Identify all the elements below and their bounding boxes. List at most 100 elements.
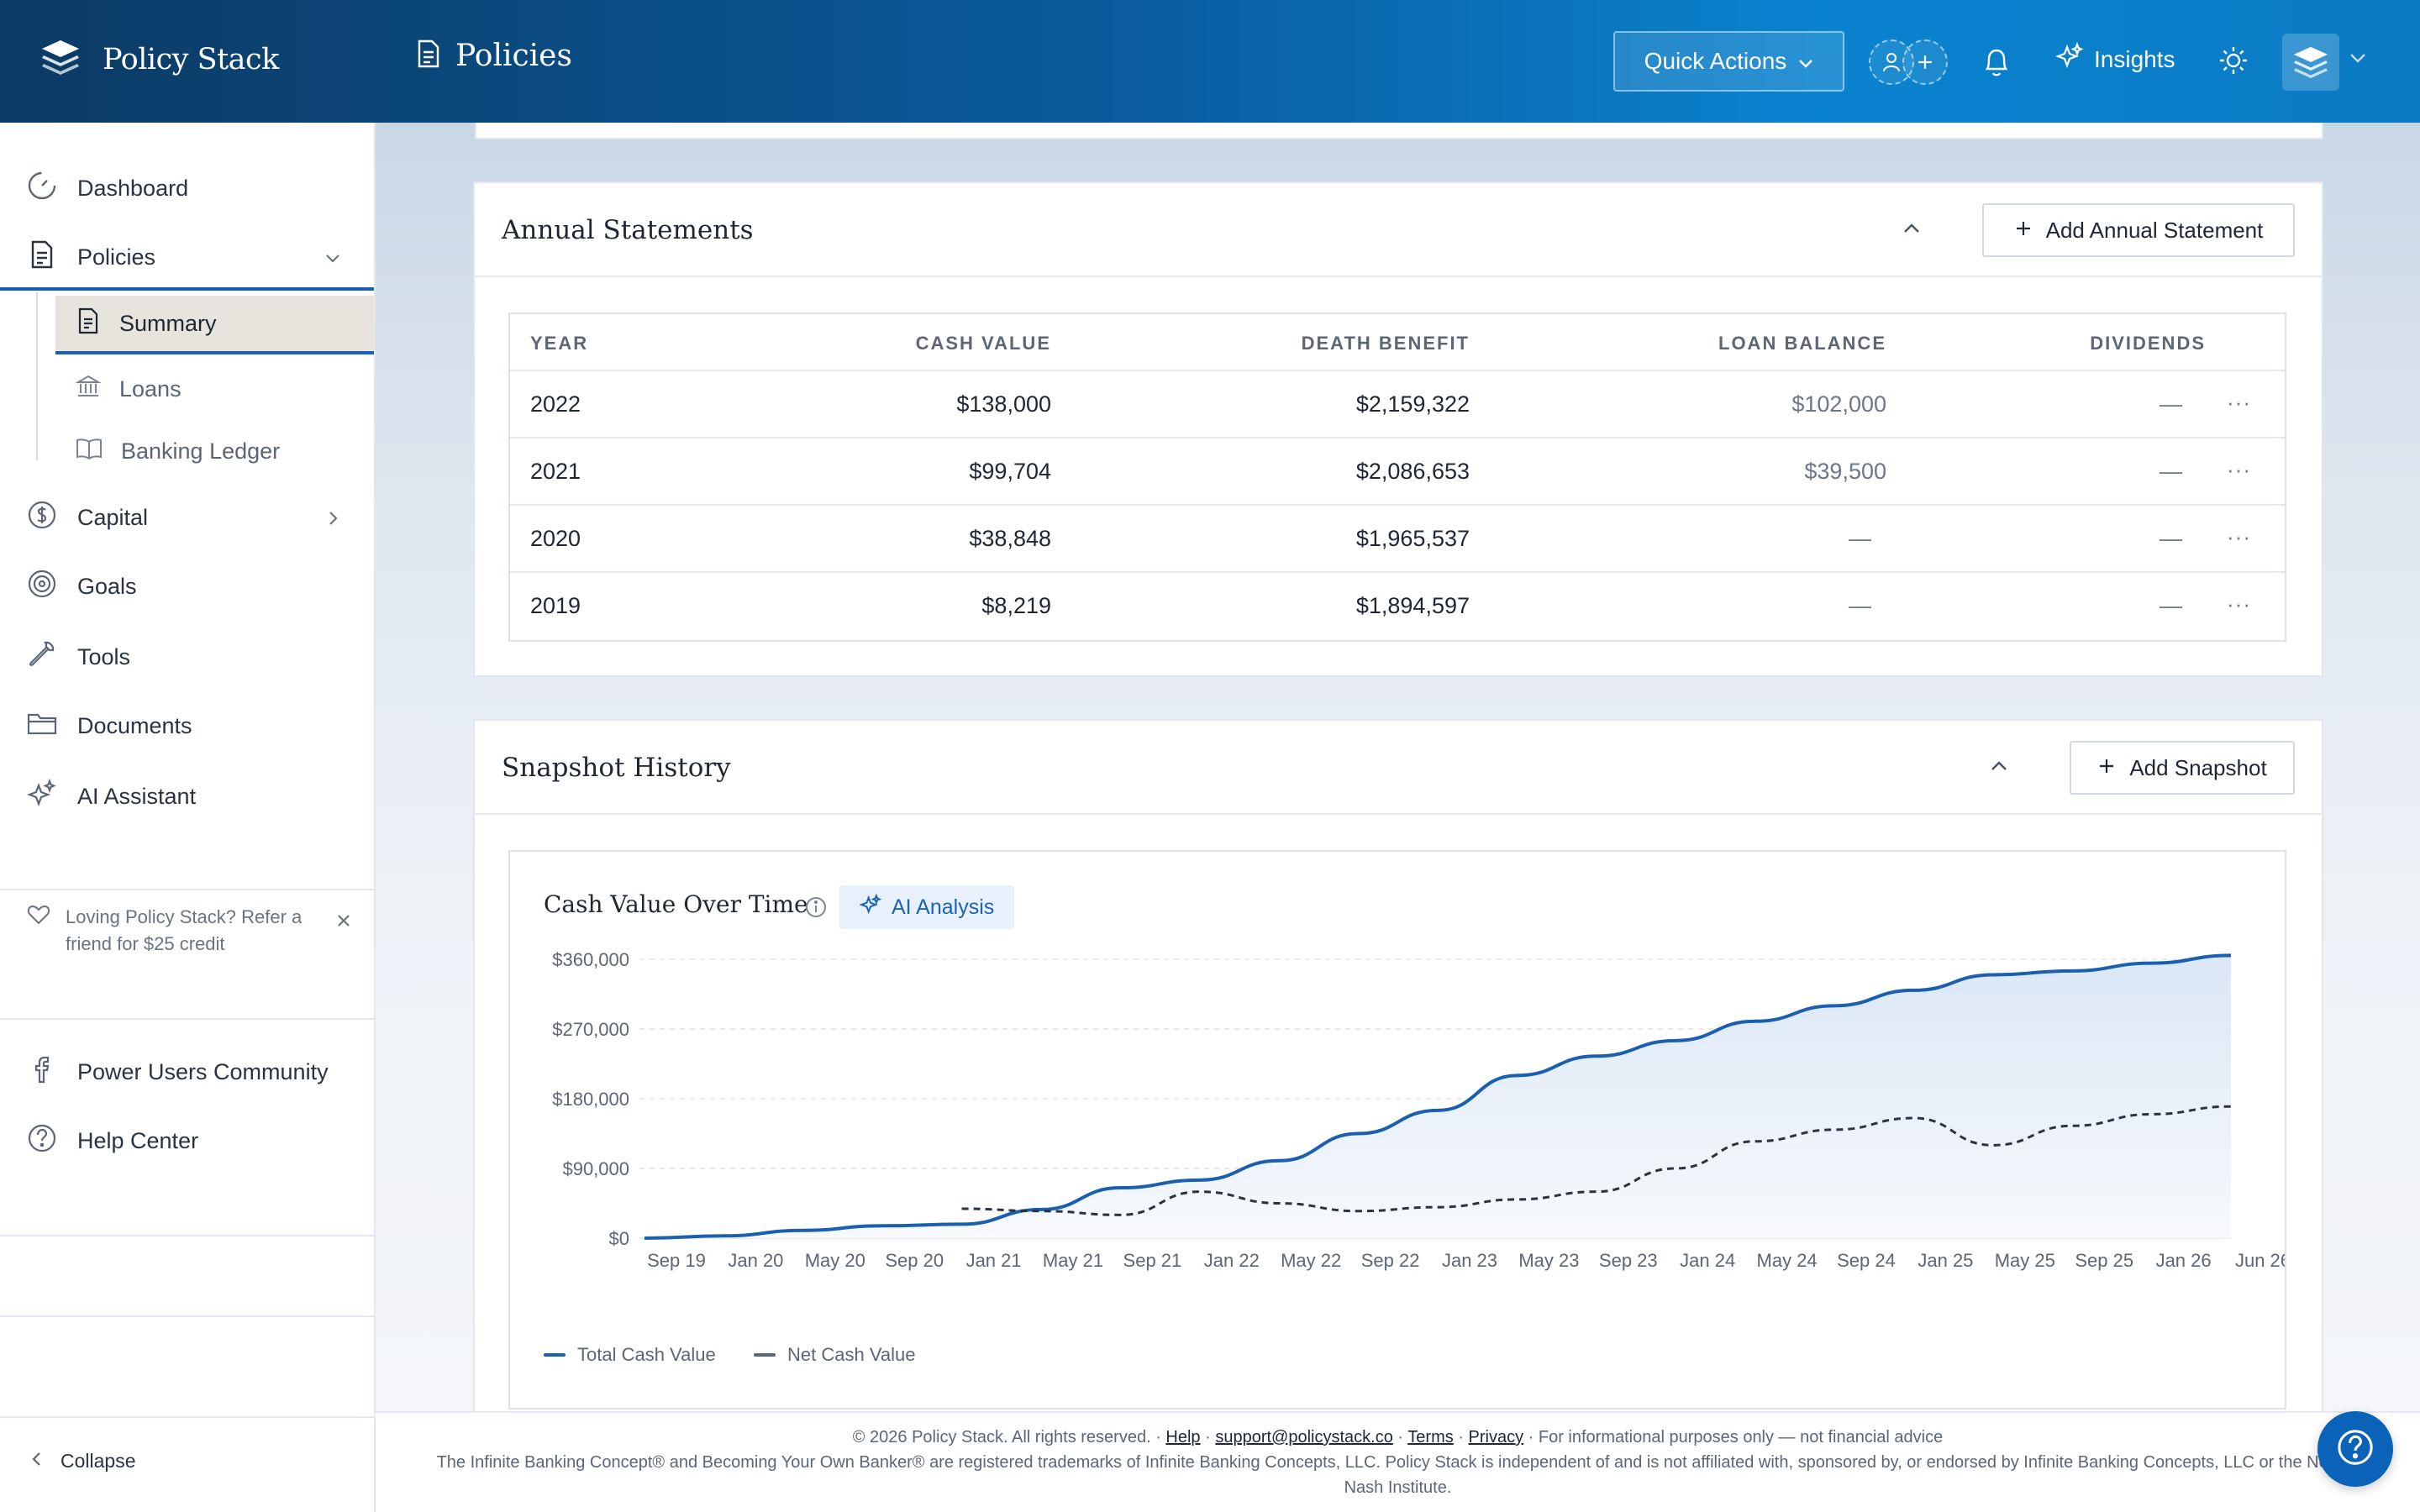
- legend-item-total-cash-value[interactable]: Total Cash Value: [544, 1344, 716, 1366]
- sidebar-subitem-summary[interactable]: Summary: [55, 296, 374, 354]
- dollar-circle-icon: [27, 500, 57, 536]
- y-tick-label: $360,000: [552, 949, 629, 970]
- legend-swatch: [544, 1353, 566, 1357]
- more-options-icon[interactable]: ···: [2227, 591, 2251, 617]
- bank-icon: [75, 374, 102, 405]
- divider: [0, 1315, 374, 1317]
- chart-title: Cash Value Over Time: [544, 890, 808, 918]
- account-avatar[interactable]: [2282, 34, 2339, 91]
- previous-card: [475, 123, 2323, 139]
- annual-statements-card: Annual Statements Add Annual Statement Y…: [473, 181, 2323, 677]
- sparkles-icon: [26, 778, 57, 815]
- x-tick-label: May 24: [1757, 1250, 1818, 1271]
- bell-icon[interactable]: [1981, 45, 2012, 83]
- ai-analysis-button[interactable]: AI Analysis: [839, 885, 1015, 929]
- sun-icon[interactable]: [2218, 45, 2249, 80]
- y-tick-label: $180,000: [552, 1089, 629, 1110]
- chevron-down-icon: [324, 247, 342, 273]
- footer-disclaimer: The Infinite Banking Concept® and Becomi…: [436, 1453, 2360, 1497]
- sparkles-icon: [859, 892, 882, 921]
- more-options-icon[interactable]: ···: [2227, 524, 2251, 549]
- cash-value-chart-panel: Cash Value Over Time AI Analysis $360,00…: [508, 850, 2286, 1410]
- facebook-icon: [27, 1054, 57, 1090]
- sidebar-item-capital[interactable]: Capital: [0, 491, 374, 544]
- plus-icon: [2014, 218, 2033, 244]
- target-icon: [27, 569, 57, 605]
- folder-icon: [27, 710, 57, 743]
- table-header: YEAR CASH VALUE DEATH BENEFIT LOAN BALAN…: [530, 333, 2206, 354]
- card-title: Annual Statements: [502, 215, 754, 245]
- x-tick-label: Sep 20: [885, 1250, 944, 1271]
- help-link[interactable]: Help: [1165, 1428, 1201, 1446]
- divider: [0, 1235, 374, 1236]
- divider: [475, 276, 2322, 277]
- series-line-net-cash-value: [961, 1105, 2232, 1216]
- sidebar-item-goals[interactable]: Goals: [0, 559, 374, 613]
- sidebar: Dashboard Policies Summary Loans Banking…: [0, 123, 376, 1512]
- invite-users-button[interactable]: [1869, 39, 1949, 85]
- x-tick-label: May 20: [805, 1250, 865, 1271]
- heart-icon: [27, 904, 50, 958]
- sidebar-item-dashboard[interactable]: Dashboard: [0, 161, 374, 215]
- top-bar: Policy Stack Policies Quick Actions: [0, 0, 2420, 123]
- plus-icon: [1902, 39, 1948, 85]
- stack-logo-icon: [40, 39, 81, 80]
- question-circle-icon: [27, 1123, 57, 1159]
- sidebar-item-help-center[interactable]: Help Center: [0, 1114, 374, 1168]
- table-row[interactable]: 2020 $38,848 $1,965,537 — — ···: [510, 504, 2285, 571]
- brand[interactable]: Policy Stack: [40, 39, 279, 80]
- cash-value-chart[interactable]: $360,000 $270,000 $180,000 $90,000 $0 Sep 19 J…: [510, 936, 2285, 1305]
- card-title: Snapshot History: [502, 753, 731, 783]
- y-tick-label: $270,000: [552, 1019, 629, 1040]
- x-tick-label: May 22: [1281, 1250, 1341, 1271]
- terms-link[interactable]: Terms: [1407, 1428, 1454, 1446]
- support-email-link[interactable]: support@policystack.co: [1215, 1428, 1393, 1446]
- referral-promo: Loving Policy Stack? Refer a friend for …: [27, 904, 350, 958]
- chevron-up-icon[interactable]: [1902, 222, 1922, 239]
- chevron-down-icon: [1798, 48, 1813, 75]
- sidebar-item-power-users-community[interactable]: Power Users Community: [0, 1045, 374, 1099]
- sidebar-item-policies[interactable]: Policies: [0, 230, 374, 284]
- y-tick-label: $0: [609, 1228, 629, 1249]
- sidebar-subitem-loans[interactable]: Loans: [55, 360, 374, 418]
- submenu-guide: [36, 292, 38, 460]
- table-row[interactable]: 2021 $99,704 $2,086,653 $39,500 — ···: [510, 437, 2285, 504]
- legend-item-net-cash-value[interactable]: Net Cash Value: [754, 1344, 915, 1366]
- chevron-up-icon[interactable]: [1989, 759, 2009, 777]
- sidebar-subitem-banking-ledger[interactable]: Banking Ledger: [55, 422, 374, 480]
- divider: [0, 1018, 374, 1020]
- help-chat-button[interactable]: [2317, 1411, 2393, 1487]
- x-tick-label: Jun 26: [2235, 1250, 2285, 1271]
- table-row[interactable]: 2019 $8,219 $1,894,597 — — ···: [510, 571, 2285, 638]
- document-icon: [417, 39, 440, 72]
- x-tick-label: May 23: [1518, 1250, 1579, 1271]
- sidebar-item-documents[interactable]: Documents: [0, 699, 374, 753]
- document-icon: [76, 307, 101, 340]
- privacy-link[interactable]: Privacy: [1468, 1428, 1524, 1446]
- sidebar-item-ai-assistant[interactable]: AI Assistant: [0, 769, 374, 823]
- quick-actions-button[interactable]: Quick Actions: [1613, 31, 1844, 92]
- divider: [0, 889, 374, 890]
- chevron-down-icon[interactable]: [2349, 52, 2366, 68]
- x-tick-label: Jan 22: [1204, 1250, 1260, 1271]
- x-tick-label: Sep 19: [647, 1250, 706, 1271]
- more-options-icon[interactable]: ···: [2227, 457, 2251, 482]
- document-icon: [27, 239, 57, 276]
- x-tick-label: Jan 23: [1442, 1250, 1497, 1271]
- add-annual-statement-button[interactable]: Add Annual Statement: [1982, 203, 2295, 257]
- sidebar-item-tools[interactable]: Tools: [0, 630, 374, 684]
- add-snapshot-button[interactable]: Add Snapshot: [2070, 741, 2295, 795]
- footer: © 2026 Policy Stack. All rights reserved…: [376, 1411, 2420, 1512]
- insights-button[interactable]: Insights: [2054, 41, 2175, 76]
- x-tick-label: Sep 22: [1361, 1250, 1420, 1271]
- table-row[interactable]: 2022 $138,000 $2,159,322 $102,000 — ···: [510, 370, 2285, 437]
- active-indicator: [0, 287, 374, 291]
- more-options-icon[interactable]: ···: [2227, 390, 2251, 415]
- x-tick-label: May 25: [1995, 1250, 2055, 1271]
- x-tick-label: Jan 26: [2156, 1250, 2212, 1271]
- info-icon[interactable]: [804, 895, 828, 923]
- snapshot-history-card: Snapshot History Add Snapshot Cash Value…: [473, 719, 2323, 1411]
- close-icon[interactable]: [336, 909, 351, 936]
- collapse-button[interactable]: Collapse: [30, 1450, 136, 1473]
- book-icon: [76, 437, 103, 466]
